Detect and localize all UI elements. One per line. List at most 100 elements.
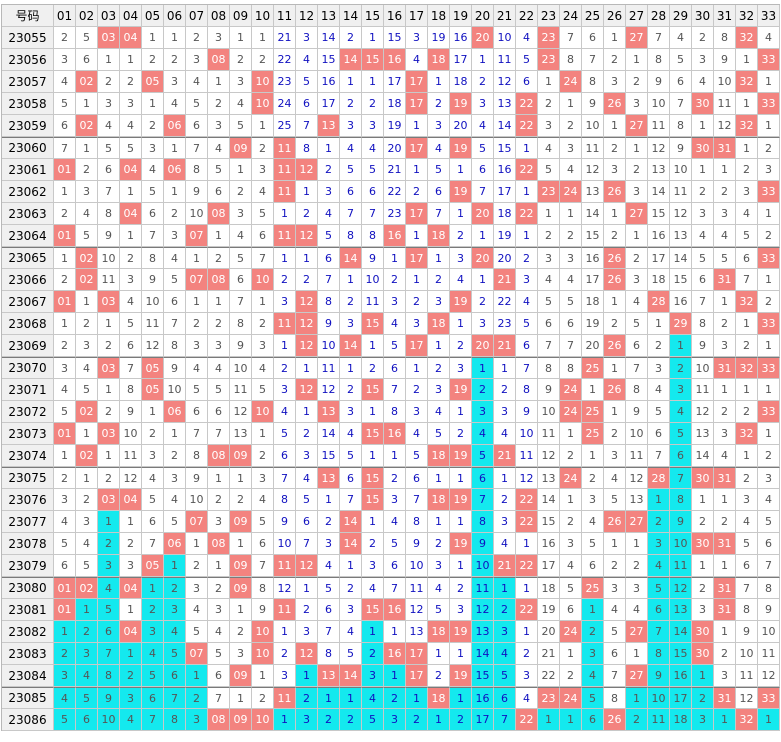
omission-cell: 1	[54, 313, 76, 335]
omission-cell: 3	[208, 27, 230, 49]
omission-cell: 4	[120, 115, 142, 137]
hit-cell: 28	[648, 467, 670, 489]
omission-cell: 6	[560, 599, 582, 621]
column-header: 15	[362, 5, 384, 27]
omission-cell: 5	[120, 137, 142, 159]
hit-cell: 24	[560, 71, 582, 93]
hit-cell: 11	[274, 137, 296, 159]
hit-cell: 22	[516, 489, 538, 511]
omission-cell: 5	[252, 511, 274, 533]
omission-cell: 12	[736, 687, 758, 709]
column-header: 31	[714, 5, 736, 27]
hit-cell: 24	[560, 621, 582, 643]
omission-cell: 15	[648, 203, 670, 225]
omission-cell: 6	[384, 555, 406, 577]
omission-cell: 7	[186, 137, 208, 159]
omission-cell: 1	[516, 621, 538, 643]
omission-cell: 1	[450, 313, 472, 335]
omission-cell: 9	[120, 401, 142, 423]
hit-cell: 14	[340, 533, 362, 555]
column-header: 21	[494, 5, 516, 27]
omission-cell: 3	[340, 401, 362, 423]
hit-cell: 12	[296, 159, 318, 181]
omission-cell: 9	[186, 181, 208, 203]
omission-cell: 10	[98, 709, 120, 731]
omission-cell: 8	[98, 665, 120, 687]
omission-cell: 5	[318, 577, 340, 599]
omission-cell: 3	[164, 599, 186, 621]
omission-cell: 7	[670, 467, 692, 489]
omission-cell: 3	[142, 621, 164, 643]
omission-cell: 7	[252, 247, 274, 269]
omission-cell: 2	[648, 511, 670, 533]
omission-cell: 2	[384, 687, 406, 709]
omission-cell: 3	[208, 599, 230, 621]
omission-cell: 2	[626, 71, 648, 93]
omission-cell: 2	[318, 511, 340, 533]
omission-cell: 3	[340, 313, 362, 335]
hit-cell: 31	[714, 599, 736, 621]
omission-cell: 4	[428, 577, 450, 599]
omission-cell: 1	[362, 511, 384, 533]
hit-cell: 14	[340, 335, 362, 357]
omission-cell: 5	[736, 225, 758, 247]
omission-cell: 2	[758, 445, 780, 467]
omission-cell: 4	[208, 137, 230, 159]
omission-cell: 20	[582, 335, 604, 357]
omission-cell: 2	[142, 115, 164, 137]
omission-cell: 16	[318, 71, 340, 93]
omission-cell: 7	[538, 335, 560, 357]
hit-cell: 18	[428, 621, 450, 643]
omission-cell: 5	[670, 423, 692, 445]
omission-cell: 2	[274, 269, 296, 291]
issue-number: 23069	[2, 335, 54, 357]
omission-cell: 4	[538, 269, 560, 291]
header-label: 号码	[2, 5, 54, 27]
omission-cell: 15	[670, 269, 692, 291]
hit-cell: 16	[384, 225, 406, 247]
omission-cell: 6	[120, 335, 142, 357]
hit-cell: 25	[582, 401, 604, 423]
omission-cell: 1	[494, 357, 516, 379]
omission-cell: 1	[186, 291, 208, 313]
omission-cell: 6	[76, 709, 98, 731]
omission-cell: 1	[604, 533, 626, 555]
omission-cell: 6	[340, 467, 362, 489]
omission-cell: 22	[538, 665, 560, 687]
hit-cell: 16	[384, 643, 406, 665]
omission-cell: 4	[76, 203, 98, 225]
omission-cell: 15	[384, 27, 406, 49]
omission-cell: 5	[252, 203, 274, 225]
omission-cell: 3	[142, 445, 164, 467]
hit-cell: 03	[98, 291, 120, 313]
omission-cell: 19	[494, 225, 516, 247]
omission-cell: 1	[186, 665, 208, 687]
issue-number: 23063	[2, 203, 54, 225]
omission-cell: 2	[252, 137, 274, 159]
column-header: 13	[318, 5, 340, 27]
omission-cell: 2	[428, 665, 450, 687]
omission-cell: 11	[318, 357, 340, 379]
omission-cell: 2	[296, 599, 318, 621]
hit-cell: 13	[318, 401, 340, 423]
omission-cell: 10	[670, 159, 692, 181]
omission-cell: 15	[472, 665, 494, 687]
omission-cell: 11	[670, 181, 692, 203]
hit-cell: 15	[362, 489, 384, 511]
omission-cell: 18	[450, 71, 472, 93]
omission-cell: 2	[736, 467, 758, 489]
omission-cell: 10	[494, 27, 516, 49]
hit-cell: 30	[692, 467, 714, 489]
omission-cell: 2	[164, 203, 186, 225]
omission-cell: 3	[538, 247, 560, 269]
omission-cell: 5	[54, 533, 76, 555]
omission-cell: 6	[164, 291, 186, 313]
omission-cell: 7	[736, 269, 758, 291]
omission-cell: 4	[714, 225, 736, 247]
omission-cell: 1	[76, 93, 98, 115]
omission-cell: 5	[142, 181, 164, 203]
omission-cell: 6	[384, 357, 406, 379]
omission-cell: 1	[604, 401, 626, 423]
omission-cell: 2	[340, 709, 362, 731]
